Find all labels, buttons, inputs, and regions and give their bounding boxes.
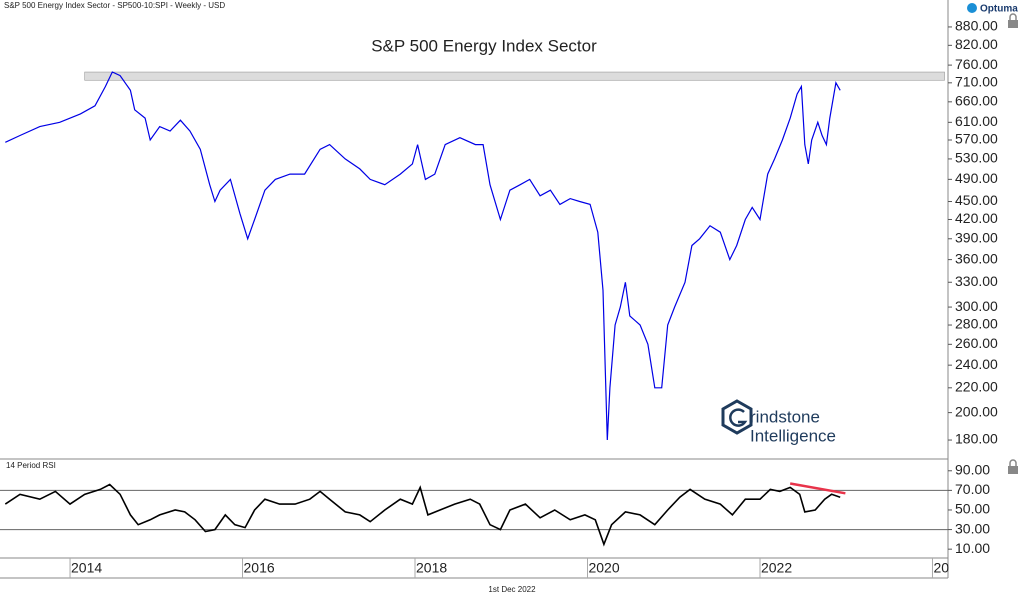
lock [1008,13,1018,28]
trend-line [789,482,846,495]
logo [721,399,753,435]
y-tick-label: 260.00 [955,335,998,351]
brand: Optuma [980,4,1018,15]
x-tick-label: 2016 [244,560,275,576]
resistance-band [84,71,945,81]
y-tick-label: 240.00 [955,356,998,372]
x-tick-label: 2022 [761,560,792,576]
y-tick-label: 360.00 [955,250,998,266]
date-label: 1st Dec 2022 [488,585,536,594]
y-tick-label: 200.00 [955,403,998,419]
panel-title: 14 Period RSI [6,461,56,470]
y-tick-label: 660.00 [955,93,998,109]
watermark-text: rindstone [750,407,820,426]
x-tick-label: 20 [933,560,949,576]
brand-icon [967,3,977,13]
y-tick-label: 530.00 [955,150,998,166]
logo-g [729,408,748,427]
watermark: rindstone Intelligence [721,399,836,445]
y-tick-label: 710.00 [955,74,998,90]
y-tick-label: 420.00 [955,210,998,226]
x-tick-label: 2014 [71,560,102,576]
y-tick-label: 820.00 [955,36,998,52]
y-tick-label: 300.00 [955,298,998,314]
y-tick-label: 30.00 [955,520,990,536]
y-tick-label: 610.00 [955,113,998,129]
y-tick-label: 90.00 [955,461,990,477]
y-tick-label: 220.00 [955,379,998,395]
chart-title: S&P 500 Energy Index Sector [371,36,597,55]
y-tick-label: 390.00 [955,229,998,245]
y-tick-label: 70.00 [955,481,990,497]
y-tick-label: 880.00 [955,18,998,34]
y-tick-label: 330.00 [955,273,998,289]
y-tick-label: 180.00 [955,431,998,447]
price-line [4,483,841,547]
watermark-text: Intelligence [750,426,836,445]
lock [1008,459,1018,474]
x-tick-label: 2020 [588,560,619,576]
x-tick-label: 2018 [416,560,447,576]
y-tick-label: 10.00 [955,540,990,556]
y-tick-label: 490.00 [955,170,998,186]
y-tick-label: 570.00 [955,131,998,147]
price-line [5,71,841,441]
header: S&P 500 Energy Index Sector - SP500-10:S… [4,1,225,10]
y-tick-label: 760.00 [955,56,998,72]
y-tick-label: 450.00 [955,192,998,208]
y-tick-label: 280.00 [955,316,998,332]
y-tick-label: 50.00 [955,501,990,517]
